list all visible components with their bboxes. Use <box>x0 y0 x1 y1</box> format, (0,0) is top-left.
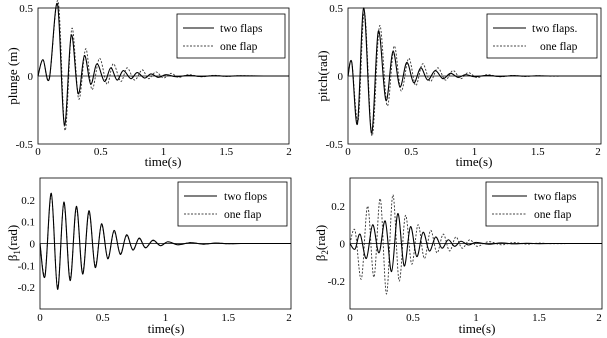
x-axis-label: time(s) <box>145 154 182 169</box>
x-tick-label: 2 <box>595 146 601 158</box>
y-tick-label: -0.2 <box>18 282 35 294</box>
chart-beta1: 0 0.5 1 1.5 2 0.2 0.1 0 -0.1 -0.2 time(s) β1… <box>5 177 292 336</box>
y-tick-label: 0 <box>340 239 346 251</box>
legend: two flaps one flap <box>485 181 599 227</box>
y-axis-label: plunge (m) <box>5 47 20 104</box>
chart-beta2: 0 0.5 1 1.5 2 0.2 0 -0.2 time(s) β2(rad) t… <box>313 177 603 336</box>
x-axis-label: time(s) <box>148 321 185 336</box>
series-line-dashed <box>37 0 290 131</box>
legend-label: one flap <box>220 41 258 53</box>
x-axis-label: time(s) <box>456 154 493 169</box>
y-tick-label: 0 <box>28 71 34 83</box>
y-tick-label: -0.2 <box>328 276 345 288</box>
chart-plunge: 0 0.5 1 1.5 2 0.5 0 -0.5 time(s) plunge … <box>5 0 292 169</box>
plot-lines <box>39 192 292 290</box>
x-tick-label: 1.5 <box>221 312 235 324</box>
y-tick-labels: 0.2 0 -0.2 <box>328 201 346 288</box>
y-tick-label: -0.5 <box>326 139 344 151</box>
x-tick-label: 1 <box>472 146 478 158</box>
series-line-solid <box>347 7 601 134</box>
series-line-solid <box>349 213 603 273</box>
legend: two flops one flap <box>177 181 288 227</box>
y-tick-label: 0.1 <box>21 217 35 229</box>
x-tick-labels: 0 0.5 1 1.5 2 <box>35 146 292 158</box>
y-tick-labels: 0.2 0.1 0 -0.1 -0.2 <box>18 195 36 294</box>
x-tick-label: 0 <box>347 312 353 324</box>
x-tick-labels: 0 0.5 1 1.5 2 <box>347 312 602 324</box>
legend: two flaps. one flap <box>486 13 598 59</box>
legend-box <box>486 13 598 59</box>
series-line-dashed <box>349 194 603 295</box>
x-tick-label: 0.5 <box>404 146 418 158</box>
x-tick-label: 0.5 <box>96 312 110 324</box>
legend-label: one flap <box>534 209 572 221</box>
x-tick-label: 1.5 <box>219 146 233 158</box>
y-tick-label: -0.1 <box>18 260 35 272</box>
y-tick-labels: 0.5 0 -0.5 <box>16 3 34 151</box>
y-tick-label: 0 <box>30 239 36 251</box>
x-tick-label: 2 <box>286 146 292 158</box>
x-tick-label: 2 <box>596 312 602 324</box>
legend-label: one flap <box>540 41 578 53</box>
y-tick-label: 0.2 <box>21 195 35 207</box>
x-tick-label: 1.5 <box>531 146 545 158</box>
x-tick-label: 1.5 <box>532 312 546 324</box>
plot-lines <box>347 7 602 137</box>
x-tick-labels: 0 0.5 1 1.5 2 <box>345 146 601 158</box>
y-tick-label: 0.2 <box>331 201 345 213</box>
legend-box <box>177 181 288 227</box>
y-tick-label: 0 <box>338 71 344 83</box>
x-tick-label: 1 <box>161 146 167 158</box>
y-tick-label: 0.5 <box>329 3 343 15</box>
legend: two flaps one flap <box>176 13 286 59</box>
x-tick-label: 0.5 <box>94 146 108 158</box>
legend-label: two flaps. <box>532 23 577 35</box>
x-axis-label: time(s) <box>459 321 496 336</box>
plot-lines <box>349 194 603 295</box>
legend-box <box>485 181 599 227</box>
x-tick-label: 1 <box>473 312 479 324</box>
y-axis-label: pitch(rad) <box>315 50 330 101</box>
y-tick-label: -0.5 <box>16 139 34 151</box>
legend-box <box>176 13 286 59</box>
legend-label: two flaps <box>534 191 577 203</box>
chart-pitch: 0 0.5 1 1.5 2 0.5 0 -0.5 time(s) pitch(r… <box>315 3 602 169</box>
y-tick-labels: 0.5 0 -0.5 <box>326 3 344 151</box>
x-tick-labels: 0 0.5 1 1.5 2 <box>37 312 292 324</box>
y-tick-label: 0.5 <box>19 3 33 15</box>
y-axis-label: β2(rad) <box>313 225 330 261</box>
x-tick-label: 0.5 <box>406 312 420 324</box>
y-axis-label: β1(rad) <box>5 225 22 261</box>
x-tick-label: 1 <box>163 312 169 324</box>
x-tick-label: 0 <box>37 312 43 324</box>
legend-label: two flaps <box>220 23 263 35</box>
x-tick-label: 0 <box>35 146 41 158</box>
x-tick-label: 0 <box>345 146 351 158</box>
legend-label: two flops <box>224 191 268 203</box>
legend-label: one flap <box>224 209 262 221</box>
x-tick-label: 2 <box>286 312 292 324</box>
series-line-solid <box>39 192 292 290</box>
plot-lines <box>37 0 290 131</box>
series-line-solid <box>37 3 290 126</box>
